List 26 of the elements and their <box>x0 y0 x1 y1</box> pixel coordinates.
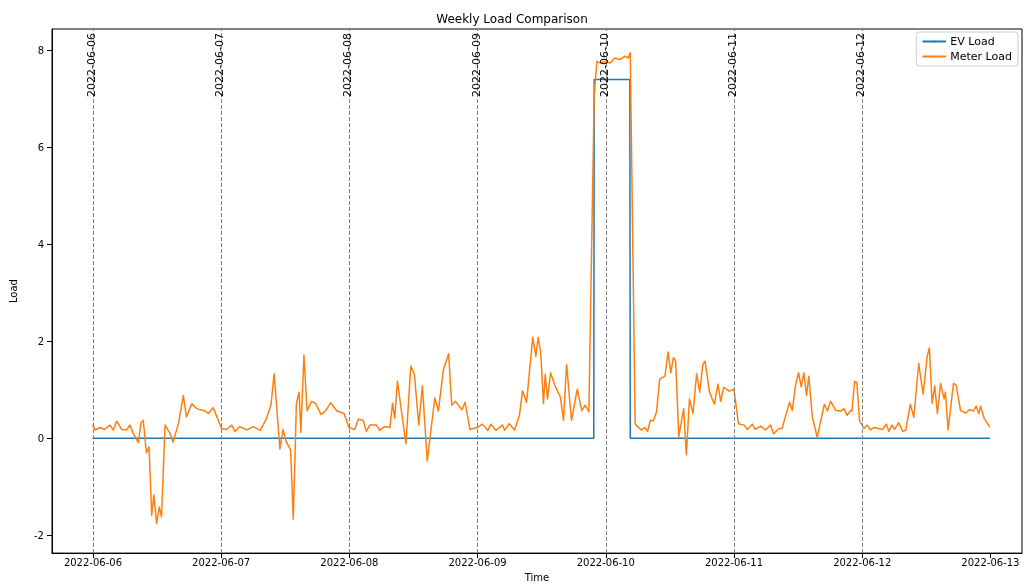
x-tick-label: 2022-06-12 <box>833 556 892 568</box>
ref-line-label: 2022-06-10 <box>597 33 611 97</box>
y-tick-label: 8 <box>37 44 44 56</box>
ref-line-label: 2022-06-12 <box>854 33 868 97</box>
x-tick-label: 2022-06-13 <box>961 556 1020 568</box>
x-tick-label: 2022-06-08 <box>320 556 379 568</box>
ref-line-label: 2022-06-08 <box>341 33 355 97</box>
x-tick-label: 2022-06-06 <box>63 556 123 568</box>
legend-label: EV Load <box>950 35 995 48</box>
y-tick-label: 6 <box>37 141 44 153</box>
x-axis-title: Time <box>523 571 550 583</box>
chart-title: Weekly Load Comparison <box>436 12 588 26</box>
ref-line-label: 2022-06-06 <box>84 33 98 97</box>
x-tick-label: 2022-06-11 <box>704 556 764 568</box>
ref-line-label: 2022-06-09 <box>469 33 483 97</box>
y-tick-label: -2 <box>34 529 44 541</box>
ref-line-label: 2022-06-07 <box>213 33 227 97</box>
x-tick-label: 2022-06-07 <box>192 556 251 568</box>
y-axis-title: Load <box>7 279 19 304</box>
y-tick-label: 0 <box>37 432 44 444</box>
legend-label: Meter Load <box>950 50 1012 63</box>
x-tick-label: 2022-06-10 <box>576 556 635 568</box>
y-tick-label: 4 <box>37 238 44 250</box>
y-tick-label: 2 <box>37 335 44 347</box>
ref-line-label: 2022-06-11 <box>725 33 739 97</box>
x-tick-label: 2022-06-09 <box>448 556 507 568</box>
